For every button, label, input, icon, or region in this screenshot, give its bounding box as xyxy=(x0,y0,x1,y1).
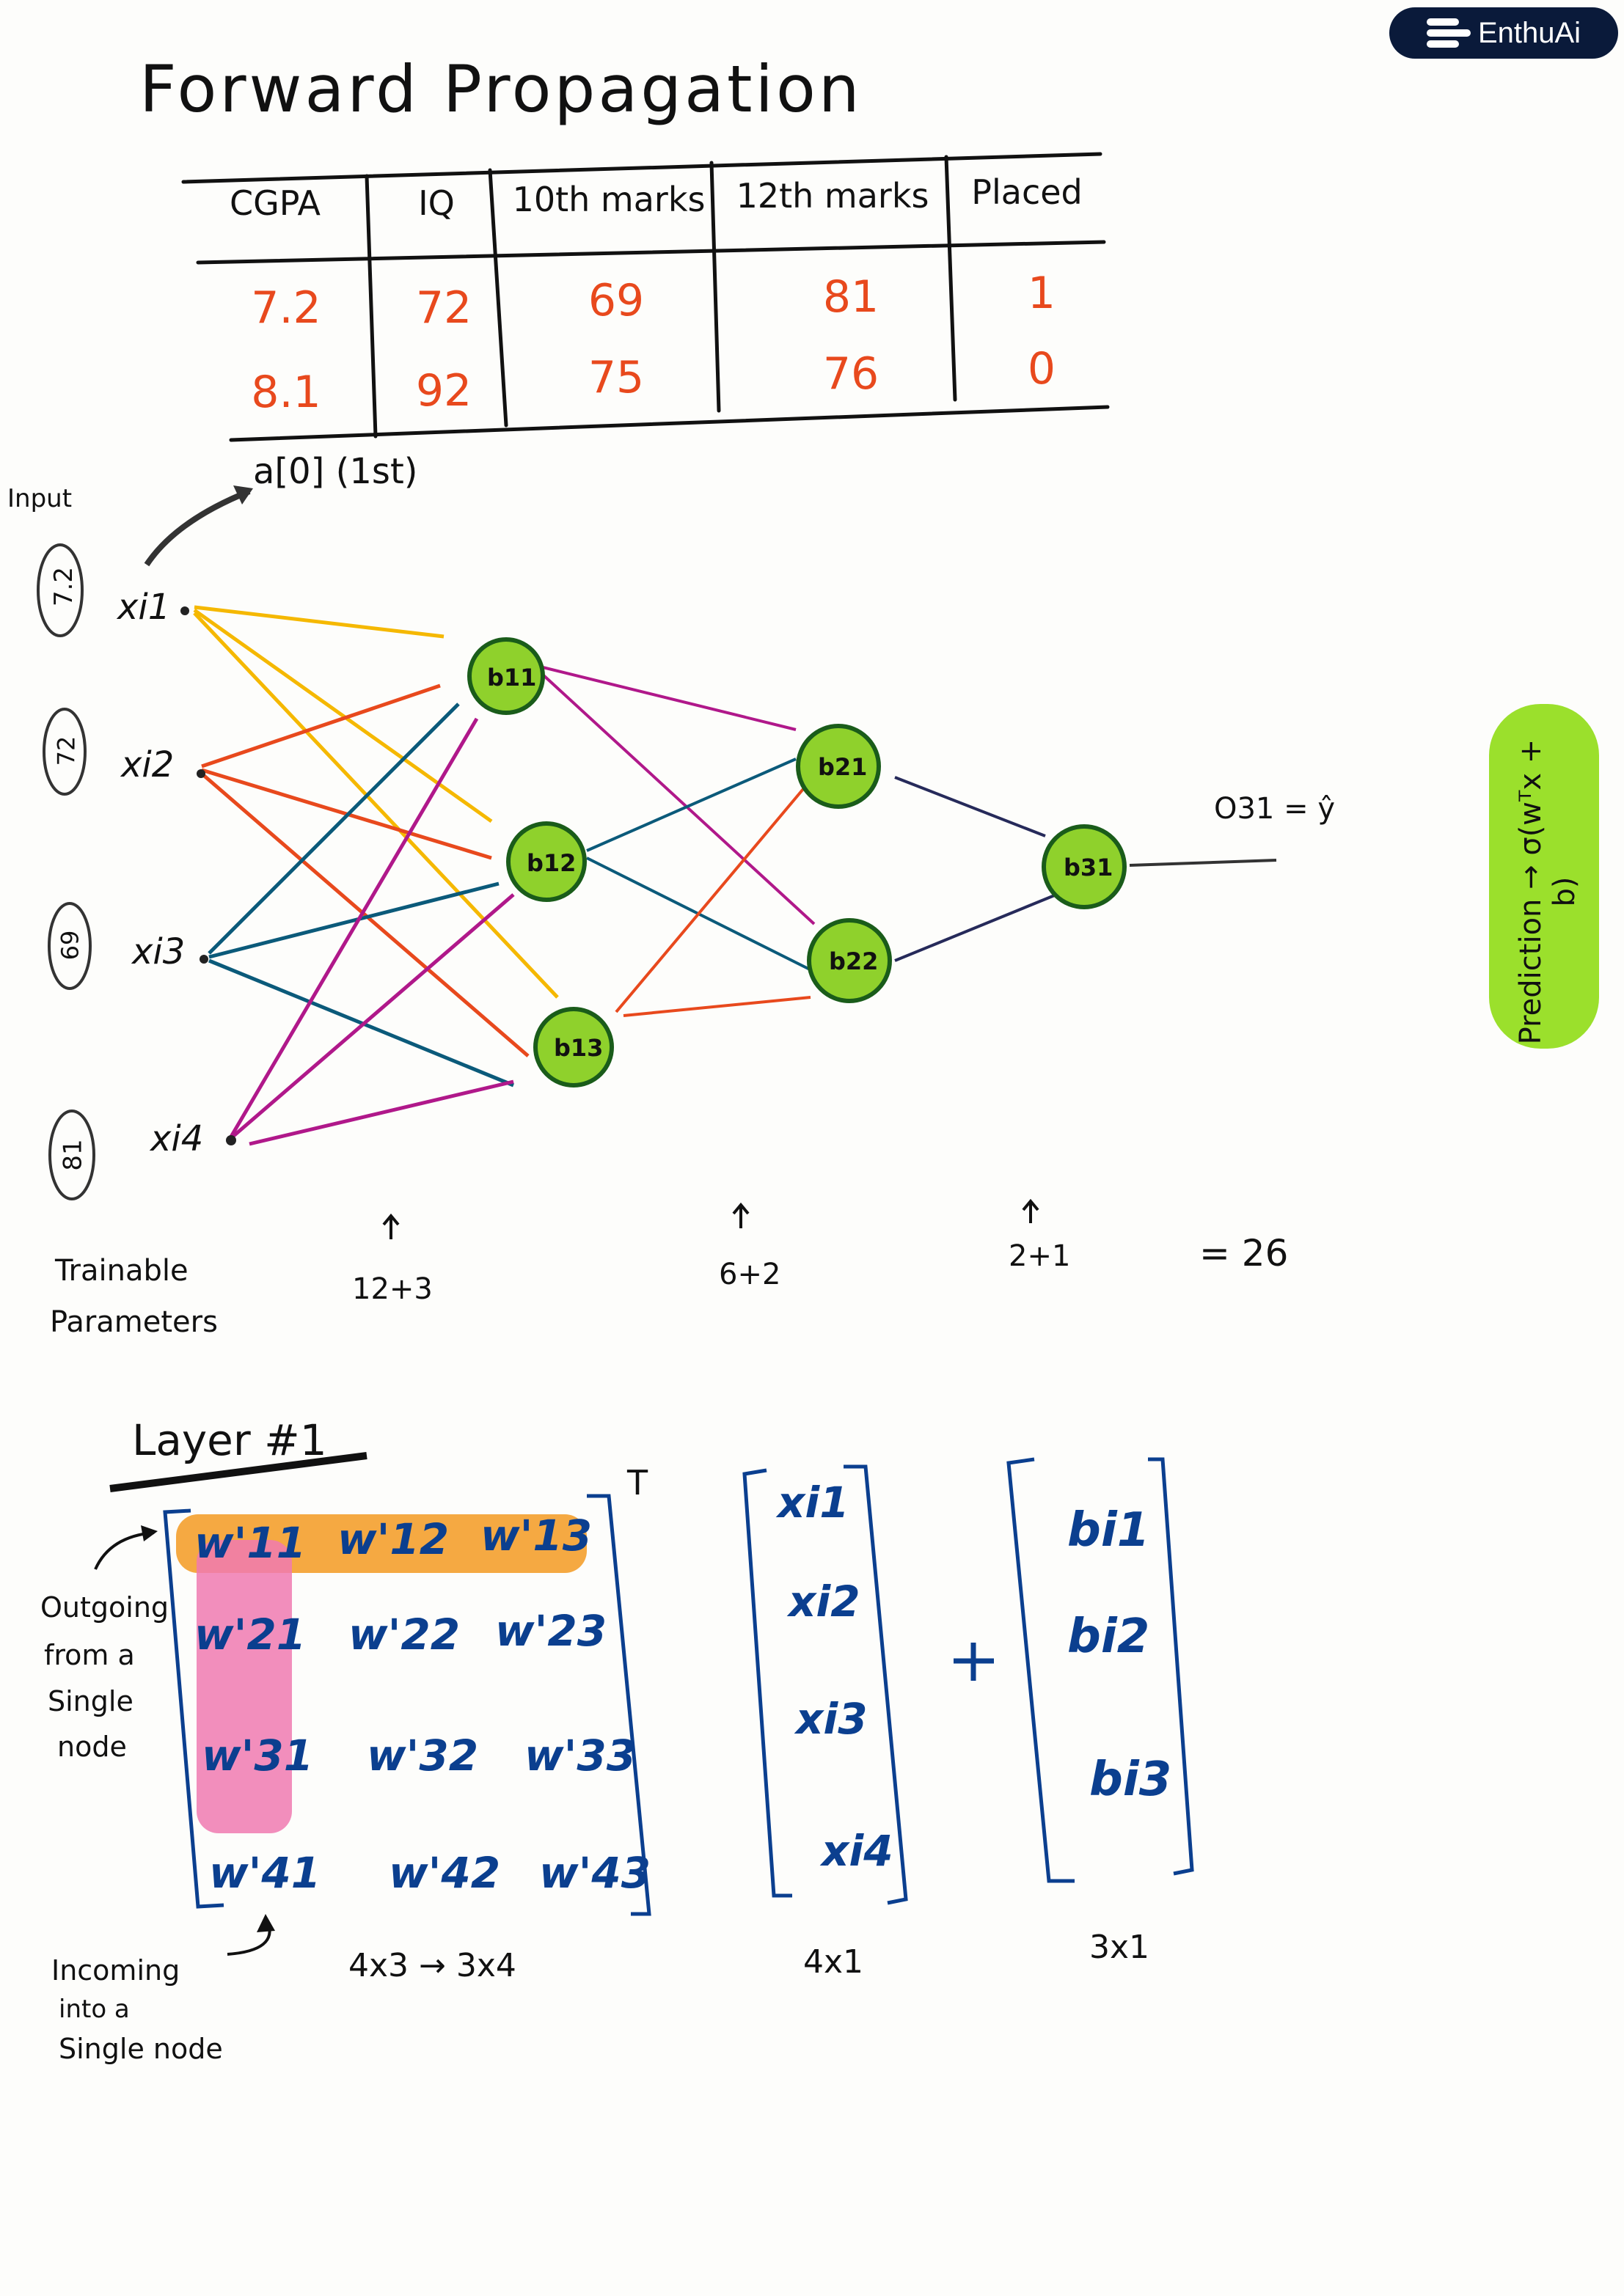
b-entry: bi2 xyxy=(1067,1610,1150,1664)
outgoing-note: from a xyxy=(44,1639,135,1671)
prediction-highlight xyxy=(1489,704,1599,1049)
table-lines xyxy=(181,152,1110,442)
input-node-label: xi1 xyxy=(117,587,171,628)
node-b22 xyxy=(807,918,892,1003)
table-cell: 92 xyxy=(415,365,472,417)
table-header: Placed xyxy=(971,172,1083,212)
table-cell: 81 xyxy=(822,271,879,323)
node-b12 xyxy=(506,821,587,902)
weight-entry: w'12 xyxy=(337,1514,450,1564)
incoming-note: Single node xyxy=(59,2033,223,2065)
a0-label: a[0] (1st) xyxy=(253,451,418,492)
arrow-to-a0 xyxy=(144,488,251,567)
params-total: = 26 xyxy=(1199,1232,1289,1274)
table-header: IQ xyxy=(418,183,455,223)
transpose-mark: T xyxy=(627,1463,648,1503)
input-value: 7.2 xyxy=(49,566,79,607)
weight-entry: w'33 xyxy=(524,1731,637,1780)
params-layer1: 12+3 xyxy=(352,1272,433,1306)
incoming-note: Incoming xyxy=(51,1954,180,1987)
b-entry: bi1 xyxy=(1067,1503,1150,1558)
node-label: b12 xyxy=(527,849,577,877)
input-value: 81 xyxy=(58,1139,88,1171)
node-b31 xyxy=(1042,824,1127,909)
brand-name: EnthuAi xyxy=(1477,16,1581,49)
layer1-matrices xyxy=(94,1452,1194,1956)
weight-entry: w'11 xyxy=(194,1518,307,1568)
input-value: 72 xyxy=(52,736,81,766)
params-layer3: 2+1 xyxy=(1009,1239,1071,1273)
outgoing-note: Outgoing xyxy=(40,1591,169,1624)
prediction-note: Prediction → σ(wᵀx + b) xyxy=(1514,738,1581,1045)
page-title: Forward Propagation xyxy=(139,51,863,127)
node-b13 xyxy=(533,1007,614,1088)
output-line xyxy=(1129,859,1277,867)
params-layer2: 6+2 xyxy=(719,1258,781,1291)
params-label: Parameters xyxy=(50,1305,218,1339)
weight-entry: w'21 xyxy=(194,1610,307,1659)
x-entry: xi2 xyxy=(789,1577,860,1626)
table-cell: 7.2 xyxy=(251,282,321,334)
weight-entry: w'13 xyxy=(480,1511,593,1560)
param-arrows xyxy=(382,1198,1039,1239)
table-header: CGPA xyxy=(229,183,321,223)
weight-entry: w'43 xyxy=(539,1848,651,1898)
incoming-note: into a xyxy=(59,1995,130,2024)
arrowhead-icon xyxy=(141,1525,158,1541)
node-label: b31 xyxy=(1064,854,1113,881)
x-entry: xi3 xyxy=(796,1694,868,1744)
table-cell: 1 xyxy=(1027,268,1056,319)
table-header: 12th marks xyxy=(736,176,929,216)
node-b11 xyxy=(467,637,545,715)
input-label: Input xyxy=(7,484,73,513)
node-label: b22 xyxy=(829,947,879,975)
x-entry: xi1 xyxy=(778,1478,849,1527)
table-cell: 76 xyxy=(822,348,879,400)
node-label: b13 xyxy=(554,1034,604,1062)
outgoing-note: Single xyxy=(48,1685,133,1717)
weight-entry: w'32 xyxy=(367,1731,479,1780)
weight-entry: w'41 xyxy=(209,1848,321,1898)
column-highlight xyxy=(197,1540,292,1833)
neural-network-diagram xyxy=(37,485,1277,1239)
node-b21 xyxy=(796,724,881,809)
layer1-heading: Layer #1 xyxy=(132,1415,327,1465)
output-label: O31 = ŷ xyxy=(1214,792,1335,826)
brand-badge: EnthuAi xyxy=(1389,7,1618,59)
x-dimension: 4x1 xyxy=(803,1943,864,1981)
table-cell: 75 xyxy=(588,352,645,403)
enthuai-logo-icon xyxy=(1426,17,1471,49)
input-node-label: xi4 xyxy=(150,1118,204,1159)
weight-entry: w'42 xyxy=(389,1848,501,1898)
outgoing-note: node xyxy=(57,1731,127,1763)
table-cell: 8.1 xyxy=(251,367,321,418)
b-entry: bi3 xyxy=(1089,1753,1172,1807)
node-label: b21 xyxy=(818,753,868,781)
input-node-label: xi2 xyxy=(121,744,175,785)
arrowhead-icon xyxy=(233,485,253,505)
weight-entry: w'23 xyxy=(495,1606,607,1656)
input-node-label: xi3 xyxy=(132,931,186,972)
x-entry: xi4 xyxy=(822,1826,893,1876)
table-cell: 69 xyxy=(588,275,645,326)
node-label: b11 xyxy=(487,664,537,692)
table-header: 10th marks xyxy=(512,180,706,219)
weight-entry: w'31 xyxy=(202,1731,314,1780)
input-value: 69 xyxy=(56,930,84,961)
weights-dimension: 4x3 → 3x4 xyxy=(348,1947,516,1984)
weight-entry: w'22 xyxy=(348,1610,461,1659)
b-dimension: 3x1 xyxy=(1089,1929,1150,1966)
table-cell: 72 xyxy=(415,282,472,334)
arrowhead-icon xyxy=(257,1914,275,1932)
table-cell: 0 xyxy=(1027,343,1056,395)
params-label: Trainable xyxy=(55,1254,189,1288)
